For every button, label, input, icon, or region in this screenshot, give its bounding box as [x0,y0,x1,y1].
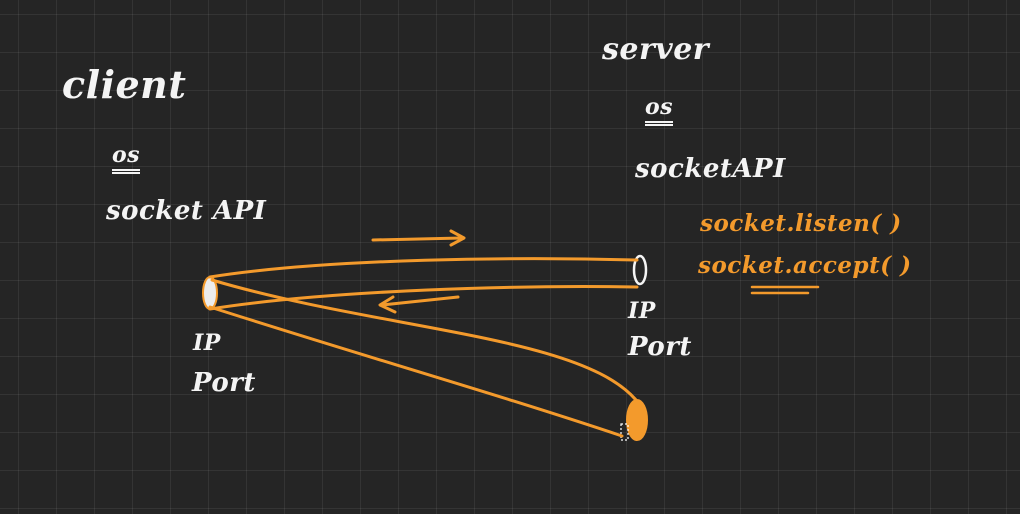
server-ip-label: IP [628,298,656,324]
server-socket-api-label: socketAPI [635,154,786,184]
server-os-label: os [645,94,674,126]
socket-listen-call: socket.listen( ) [700,210,902,237]
pipe-lower-line [208,285,639,311]
accept-underline [750,285,820,295]
socket-accept-call: socket.accept( ) [698,252,912,279]
client-socket-api-label: socket API [106,196,267,226]
pipe-accept-lower-line [208,305,624,438]
client-ip-label: IP [193,330,221,356]
server-title: server [602,32,710,67]
server-port-label: Port [628,332,692,362]
accepted-socket-endpoint [626,399,648,441]
server-socket-endpoint [632,254,648,286]
pipe-accept-upper-line [210,278,638,402]
client-title: client [62,62,187,107]
arrow-left-icon [378,295,460,314]
arrow-right-icon [371,229,466,247]
cursor-marker [620,423,629,441]
client-port-label: Port [192,368,256,398]
client-os-label: os [112,142,141,174]
pipe-upper-line [208,257,639,279]
